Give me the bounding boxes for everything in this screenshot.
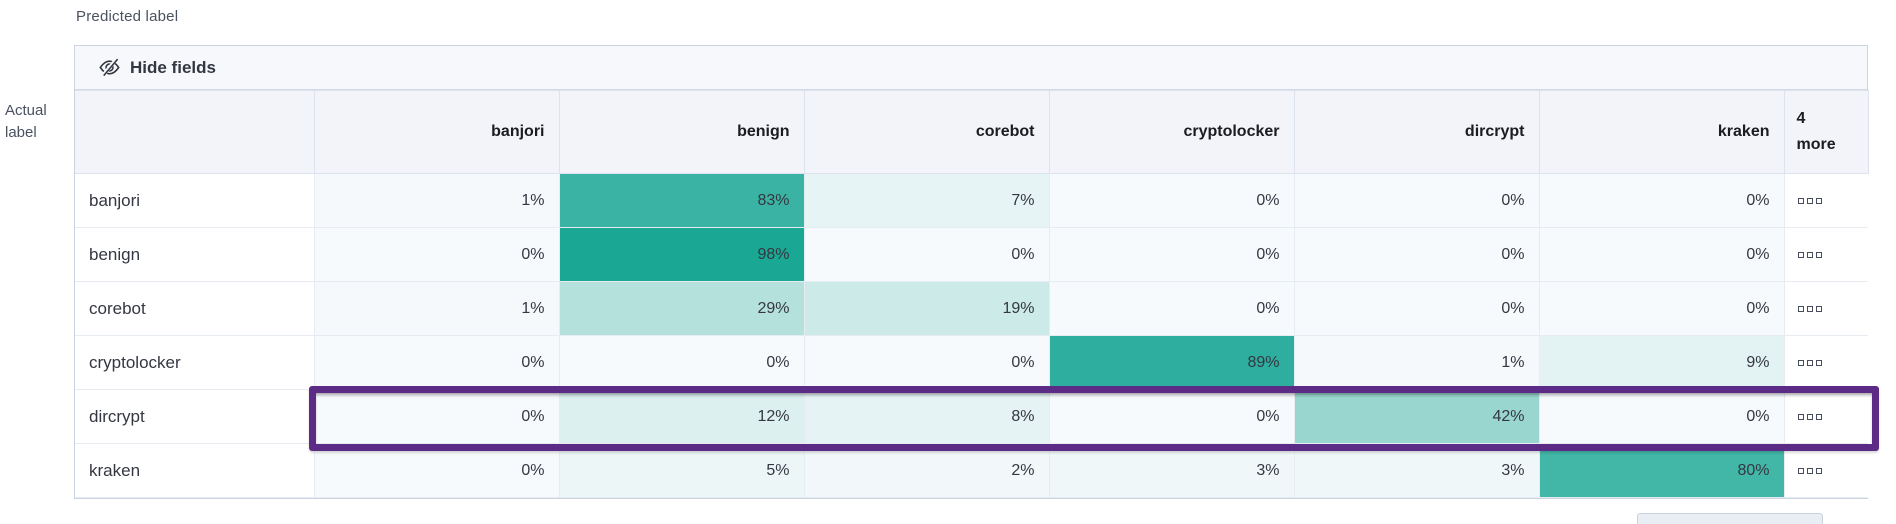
cell-corebot-banjori[interactable]: 1% <box>313 281 560 336</box>
matrix-row-corebot: corebot 1% 29% 19% 0% 0% 0% <box>75 281 1869 336</box>
cell-corebot-corebot[interactable]: 19% <box>803 281 1050 336</box>
cell-banjori-benign[interactable]: 83% <box>558 173 805 228</box>
matrix-row-kraken: kraken 0% 5% 2% 3% 3% 80% <box>75 443 1869 498</box>
row-label-dircrypt: dircrypt <box>75 389 315 444</box>
row-label-banjori: banjori <box>75 173 315 228</box>
cell-kraken-cryptolocker[interactable]: 3% <box>1048 443 1295 498</box>
cell-kraken-kraken[interactable]: 80% <box>1538 443 1785 498</box>
column-header-row: banjori benign corebot cryptolocker dircrypt… <box>75 90 1869 174</box>
column-header-more: 4 more <box>1783 90 1869 174</box>
cell-banjori-banjori[interactable]: 1% <box>313 173 560 228</box>
column-header-benign: benign <box>558 90 805 174</box>
cell-kraken-benign[interactable]: 5% <box>558 443 805 498</box>
predicted-label-axis-title: Predicted label <box>76 8 179 25</box>
matrix-row-dircrypt: dircrypt 0% 12% 8% 0% 42% 0% <box>75 389 1869 444</box>
matrix-row-cryptolocker: cryptolocker 0% 0% 0% 89% 1% 9% <box>75 335 1869 390</box>
cell-dircrypt-banjori[interactable]: 0% <box>313 389 560 444</box>
cell-benign-benign[interactable]: 98% <box>558 227 805 282</box>
column-header-dircrypt: dircrypt <box>1293 90 1540 174</box>
row-label-kraken: kraken <box>75 443 315 498</box>
more-columns-cell-cryptolocker[interactable] <box>1783 335 1869 390</box>
cell-benign-kraken[interactable]: 0% <box>1538 227 1785 282</box>
column-header-cryptolocker: cryptolocker <box>1048 90 1295 174</box>
cell-benign-cryptolocker[interactable]: 0% <box>1048 227 1295 282</box>
cell-cryptolocker-banjori[interactable]: 0% <box>313 335 560 390</box>
row-label-benign: benign <box>75 227 315 282</box>
cell-cryptolocker-benign[interactable]: 0% <box>558 335 805 390</box>
cell-cryptolocker-kraken[interactable]: 9% <box>1538 335 1785 390</box>
matrix-row-benign: benign 0% 98% 0% 0% 0% 0% <box>75 227 1869 282</box>
matrix-row-banjori: banjori 1% 83% 7% 0% 0% 0% <box>75 173 1869 228</box>
boxes-horizontal-icon <box>1797 197 1869 204</box>
cell-dircrypt-kraken[interactable]: 0% <box>1538 389 1785 444</box>
cell-cryptolocker-corebot[interactable]: 0% <box>803 335 1050 390</box>
boxes-horizontal-icon <box>1797 359 1869 366</box>
cell-benign-dircrypt[interactable]: 0% <box>1293 227 1540 282</box>
cell-dircrypt-corebot[interactable]: 8% <box>803 389 1050 444</box>
cell-banjori-dircrypt[interactable]: 0% <box>1293 173 1540 228</box>
cell-kraken-dircrypt[interactable]: 3% <box>1293 443 1540 498</box>
boxes-horizontal-icon <box>1797 413 1869 420</box>
cell-benign-corebot[interactable]: 0% <box>803 227 1050 282</box>
more-columns-cell-corebot[interactable] <box>1783 281 1869 336</box>
confusion-matrix-table-container: Hide fields banjori benign corebot cryptolo… <box>74 45 1869 499</box>
cell-banjori-cryptolocker[interactable]: 0% <box>1048 173 1295 228</box>
cell-cryptolocker-dircrypt[interactable]: 1% <box>1293 335 1540 390</box>
eye-closed-icon <box>99 57 120 78</box>
hide-fields-button[interactable]: Hide fields <box>75 46 1867 90</box>
row-label-cryptolocker: cryptolocker <box>75 335 315 390</box>
boxes-horizontal-icon <box>1797 467 1869 474</box>
column-header-corebot: corebot <box>803 90 1050 174</box>
actual-label-axis-title: Actual label <box>5 102 47 141</box>
cell-benign-banjori[interactable]: 0% <box>313 227 560 282</box>
cell-corebot-benign[interactable]: 29% <box>558 281 805 336</box>
cell-corebot-dircrypt[interactable]: 0% <box>1293 281 1540 336</box>
more-columns-cell-dircrypt[interactable] <box>1783 389 1869 444</box>
cell-banjori-kraken[interactable]: 0% <box>1538 173 1785 228</box>
cell-banjori-corebot[interactable]: 7% <box>803 173 1050 228</box>
column-header-kraken: kraken <box>1538 90 1785 174</box>
more-columns-cell-banjori[interactable] <box>1783 173 1869 228</box>
more-columns-cell-kraken[interactable] <box>1783 443 1869 498</box>
hide-fields-label: Hide fields <box>130 57 216 77</box>
cell-kraken-corebot[interactable]: 2% <box>803 443 1050 498</box>
more-columns-cell-benign[interactable] <box>1783 227 1869 282</box>
cell-corebot-kraken[interactable]: 0% <box>1538 281 1785 336</box>
cell-corebot-cryptolocker[interactable]: 0% <box>1048 281 1295 336</box>
horizontal-scrollbar-thumb[interactable] <box>1637 513 1823 524</box>
column-header-banjori: banjori <box>313 90 560 174</box>
corner-header-cell <box>75 90 315 174</box>
cell-cryptolocker-cryptolocker[interactable]: 89% <box>1048 335 1295 390</box>
cell-dircrypt-benign[interactable]: 12% <box>558 389 805 444</box>
cell-kraken-banjori[interactable]: 0% <box>313 443 560 498</box>
confusion-matrix-table: banjori benign corebot cryptolocker dircrypt… <box>75 90 1869 498</box>
row-label-corebot: corebot <box>75 281 315 336</box>
boxes-horizontal-icon <box>1797 305 1869 312</box>
cell-dircrypt-dircrypt[interactable]: 42% <box>1293 389 1540 444</box>
cell-dircrypt-cryptolocker[interactable]: 0% <box>1048 389 1295 444</box>
boxes-horizontal-icon <box>1797 251 1869 258</box>
